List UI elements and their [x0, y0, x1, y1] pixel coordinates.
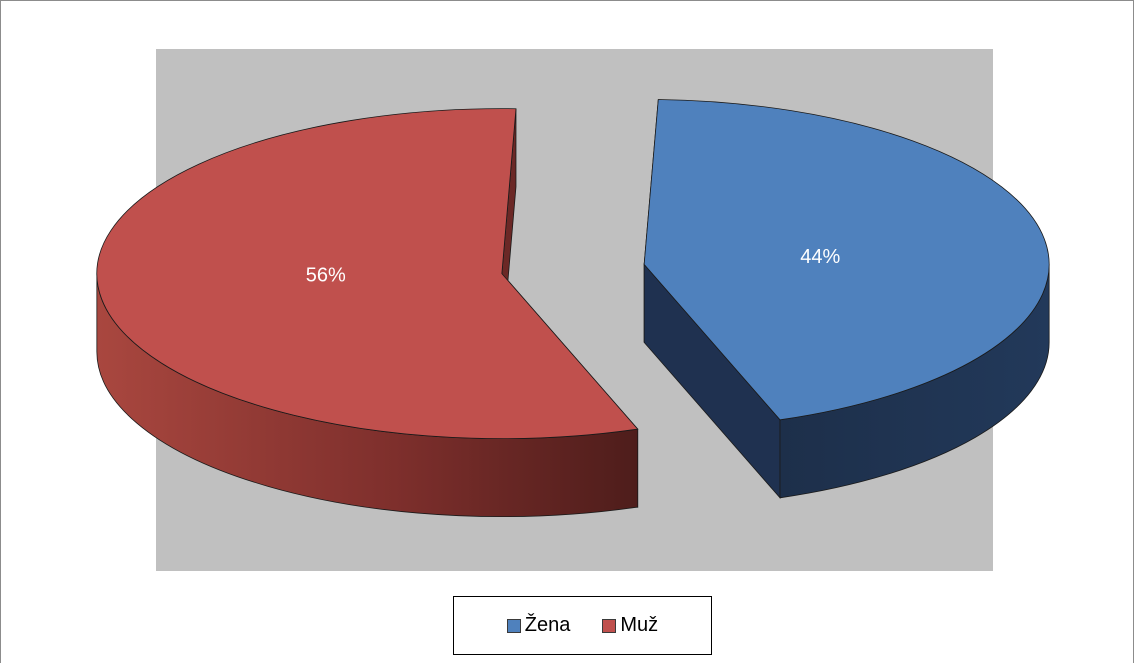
pie-top-zena: [643, 99, 1050, 421]
legend: Žena Muž: [453, 596, 712, 655]
legend-label-muz: Muž: [620, 614, 659, 636]
pie-slice-zena: 44%: [643, 99, 1050, 499]
legend-item-muz: Muž: [602, 614, 658, 637]
pie-top-muz: [96, 108, 639, 440]
data-label-zena: 44%: [800, 246, 840, 268]
legend-item-zena: Žena: [506, 614, 571, 637]
data-label-muz: 56%: [306, 264, 346, 286]
legend-swatch-zena: [506, 618, 521, 633]
legend-label-zena: Žena: [524, 614, 571, 636]
legend-swatch-muz: [602, 618, 617, 633]
pie-slice-muz: 56%: [96, 108, 639, 518]
